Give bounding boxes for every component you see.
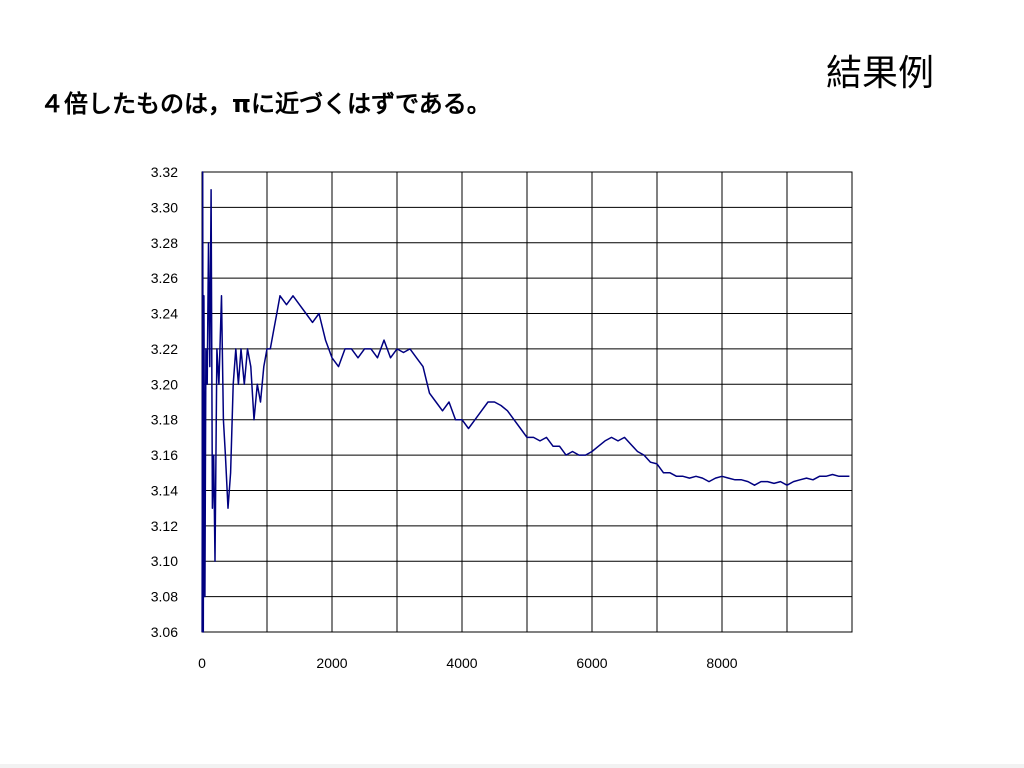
chart-grid [201,171,853,633]
y-tick-label: 3.14 [151,482,178,498]
y-tick-label: 3.22 [151,341,178,357]
y-tick-label: 3.26 [151,270,178,286]
y-tick-label: 3.20 [151,376,178,392]
slide-caption: ４倍したものは，πに近づくはずである。 [40,90,491,118]
footer-divider [0,764,1024,768]
y-tick-label: 3.06 [151,624,178,640]
x-axis-tick-labels: 0 2000 4000 6000 8000 [198,655,738,671]
series-line [201,171,850,633]
y-tick-label: 3.28 [151,235,178,251]
y-tick-label: 3.12 [151,518,178,534]
x-tick-label: 8000 [706,655,737,671]
x-tick-label: 6000 [576,655,607,671]
y-tick-label: 3.18 [151,412,178,428]
chart-series [201,171,850,633]
y-axis-tick-labels: 3.06 3.08 3.10 3.12 3.14 3.16 3.18 3.20 3.22 3.24… [151,164,178,640]
x-tick-label: 2000 [316,655,347,671]
y-tick-label: 3.16 [151,447,178,463]
y-tick-label: 3.30 [151,199,178,215]
y-tick-label: 3.08 [151,589,178,605]
y-tick-label: 3.32 [151,164,178,180]
y-tick-label: 3.10 [151,553,178,569]
x-tick-label: 4000 [446,655,477,671]
line-chart: 3.06 3.08 3.10 3.12 3.14 3.16 3.18 3.20 3.22 3.24… [151,164,853,671]
x-tick-label: 0 [198,655,206,671]
slide-title: 結果例 [826,53,935,94]
y-tick-label: 3.24 [151,306,178,322]
